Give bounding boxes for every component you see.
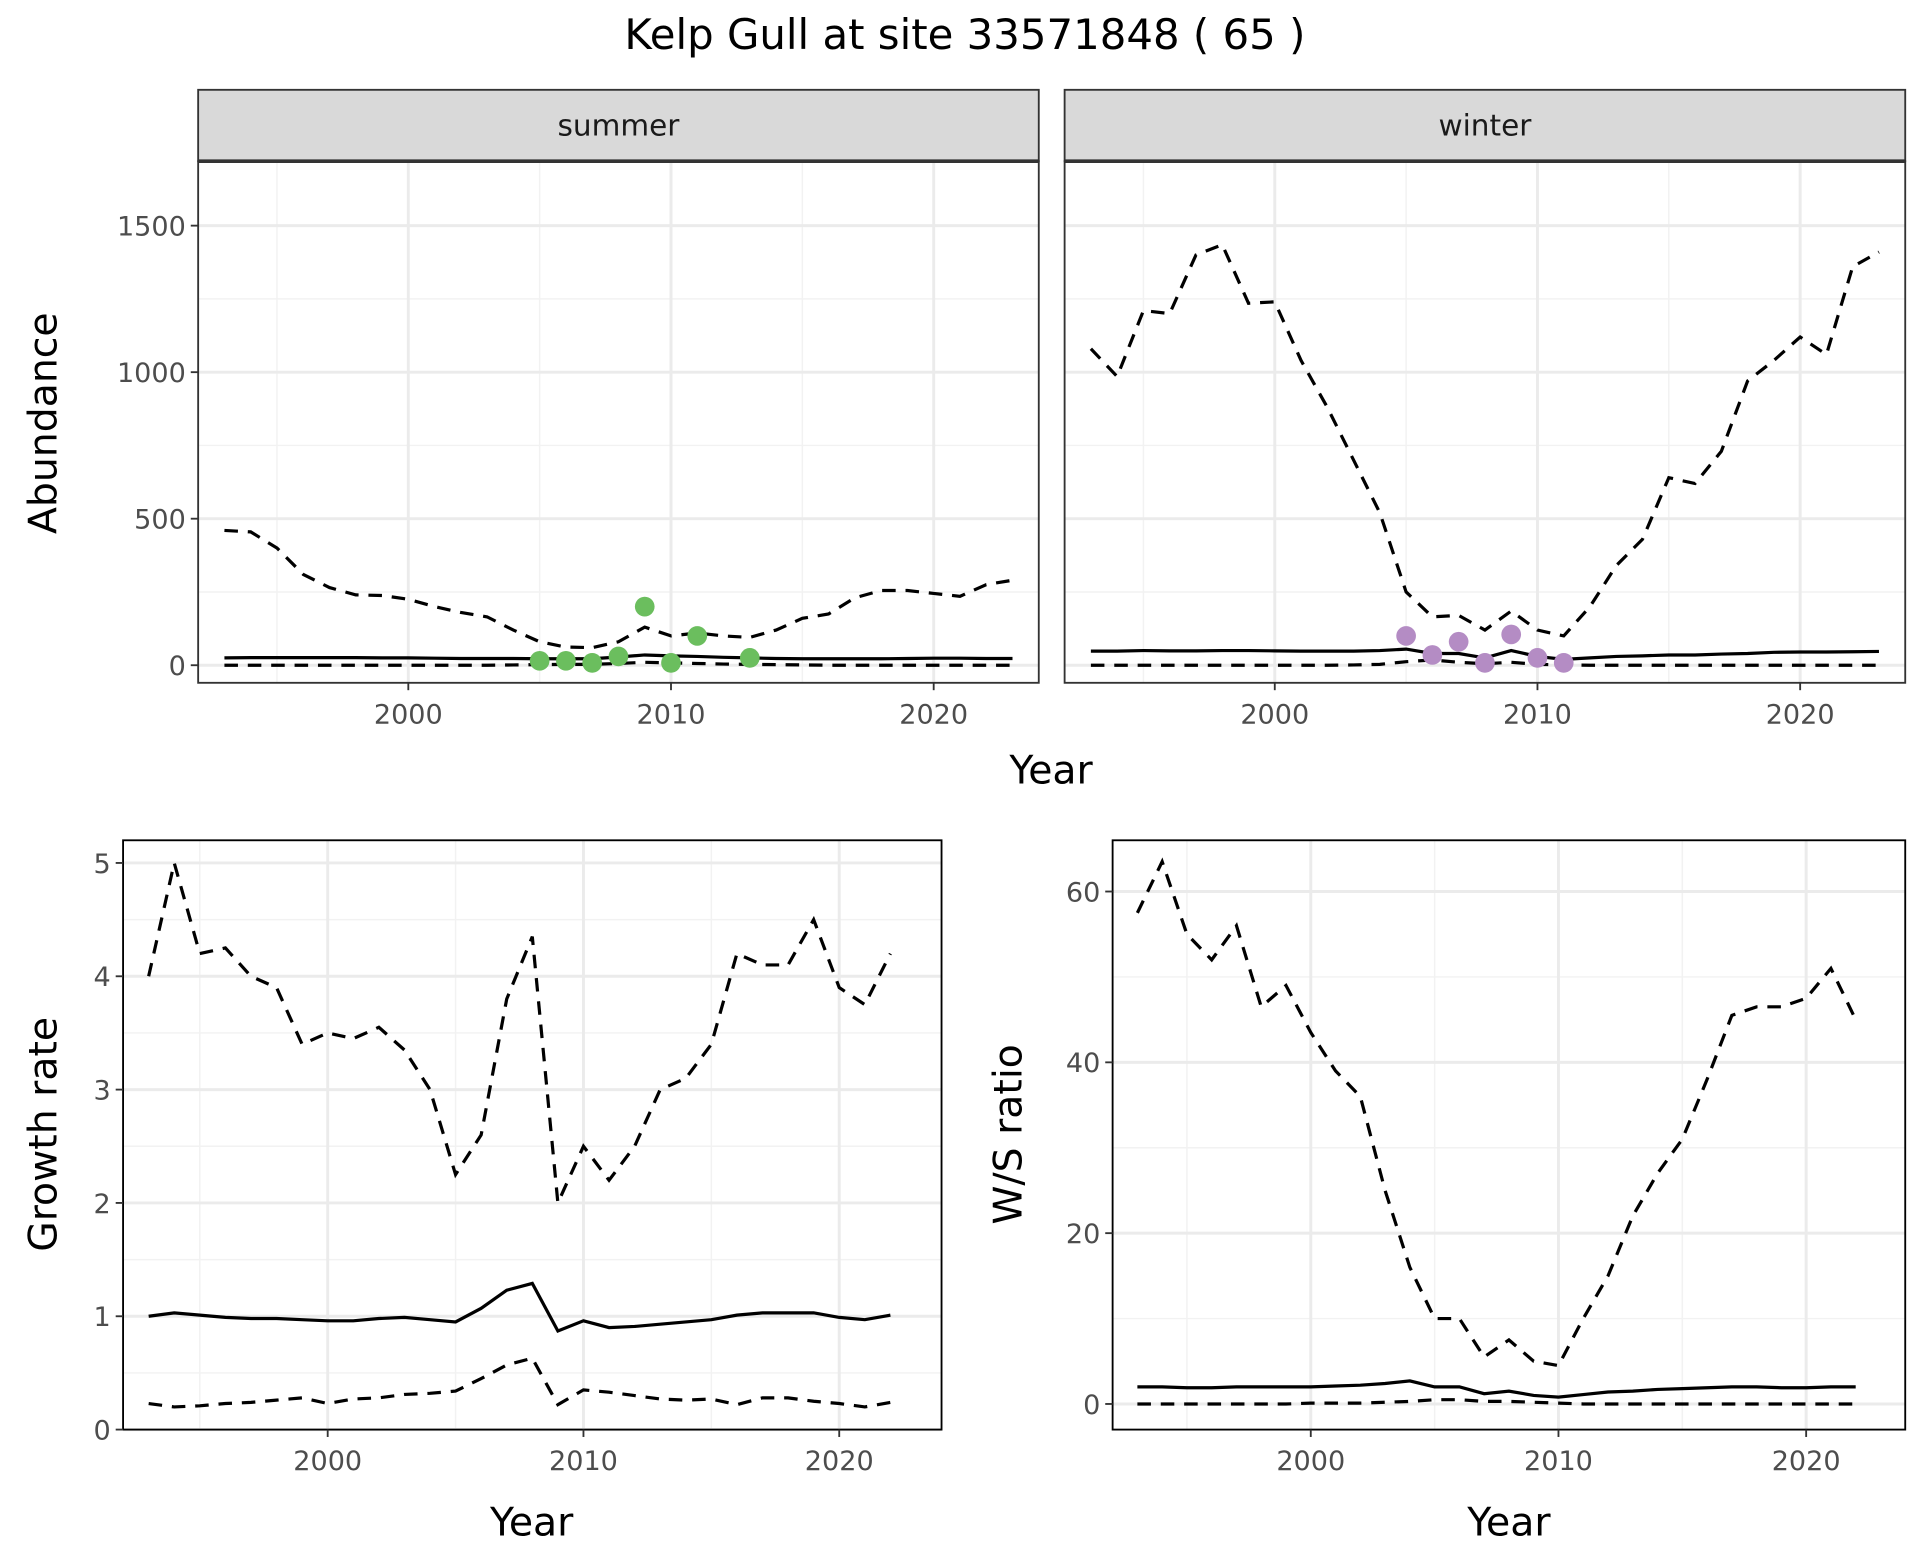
plot-background bbox=[123, 840, 942, 1430]
series-line-dashed-2 bbox=[1090, 658, 1879, 667]
y-tick-label: 0 bbox=[94, 1415, 111, 1446]
plot-background bbox=[198, 161, 1039, 683]
data-point bbox=[582, 653, 603, 673]
panel-border bbox=[122, 839, 943, 1431]
data-point bbox=[556, 650, 576, 671]
y-axis-title-ratio: W/S ratio bbox=[986, 1044, 1032, 1224]
data-point bbox=[1527, 648, 1548, 668]
series-line-dashed-0 bbox=[1089, 242, 1880, 638]
plot-background bbox=[1112, 840, 1906, 1430]
facet-strip bbox=[1063, 88, 1907, 163]
x-tick-label: 2010 bbox=[549, 1446, 618, 1477]
data-point bbox=[661, 653, 681, 673]
y-tick-label: 60 bbox=[1066, 877, 1100, 908]
series-line-solid-1 bbox=[148, 1281, 891, 1334]
panel-border bbox=[1111, 839, 1907, 1431]
x-tick-label: 2000 bbox=[1240, 699, 1309, 730]
data-point bbox=[1448, 631, 1469, 652]
series-line-dashed-2 bbox=[1137, 1398, 1856, 1406]
x-tick-label: 2010 bbox=[1524, 1446, 1593, 1477]
panel-summer: summer 2000 2010 2020 0 500 1000 1500 bbox=[117, 88, 1040, 730]
data-point bbox=[739, 648, 760, 668]
x-axis-title-top: Year bbox=[1008, 748, 1093, 794]
x-axis-title-growth: Year bbox=[489, 1499, 574, 1545]
data-point bbox=[1501, 624, 1522, 645]
series-line-dashed-0 bbox=[1135, 857, 1858, 1368]
figure-title: Kelp Gull at site 33571848 ( 65 ) bbox=[624, 10, 1305, 59]
panel-ws-ratio: 2000 2010 2020 0 20 40 60 bbox=[1066, 839, 1907, 1477]
y-tick-label: 2 bbox=[94, 1189, 111, 1220]
x-tick-label: 2020 bbox=[1766, 699, 1835, 730]
x-axis-title-ratio: Year bbox=[1466, 1499, 1551, 1545]
y-tick-label: 3 bbox=[94, 1075, 111, 1106]
y-tick-label: 0 bbox=[169, 651, 186, 682]
x-tick-label: 2010 bbox=[1503, 699, 1572, 730]
y-tick-label: 40 bbox=[1066, 1048, 1100, 1079]
y-tick-label: 1500 bbox=[117, 211, 186, 242]
facet-strip bbox=[197, 88, 1040, 163]
x-tick-label: 2020 bbox=[899, 699, 968, 730]
data-point bbox=[608, 646, 629, 667]
panel-winter: winter 2000 2010 2020 bbox=[1063, 88, 1907, 730]
y-tick-label: 4 bbox=[94, 962, 111, 993]
data-point bbox=[687, 626, 708, 646]
series-line-dashed-2 bbox=[224, 660, 1013, 667]
y-tick-label: 1000 bbox=[117, 358, 186, 389]
facet-label-summer: summer bbox=[558, 108, 681, 142]
data-point bbox=[1475, 653, 1495, 673]
x-tick-label: 2000 bbox=[1276, 1446, 1345, 1477]
y-tick-label: 5 bbox=[94, 849, 111, 880]
y-tick-label: 1 bbox=[94, 1302, 111, 1333]
data-point bbox=[1553, 653, 1574, 673]
data-point bbox=[1396, 626, 1416, 646]
series-line-dashed-0 bbox=[224, 528, 1013, 650]
x-tick-label: 2020 bbox=[805, 1446, 874, 1477]
panel-growth-rate: 2000 2010 2020 0 1 2 3 4 5 bbox=[94, 839, 943, 1477]
data-point bbox=[529, 650, 550, 671]
x-tick-label: 2020 bbox=[1772, 1446, 1841, 1477]
y-tick-label: 20 bbox=[1066, 1219, 1100, 1250]
x-tick-label: 2010 bbox=[637, 699, 706, 730]
series-line-solid-1 bbox=[1137, 1379, 1856, 1399]
x-tick-label: 2000 bbox=[374, 699, 443, 730]
y-tick-label: 500 bbox=[134, 505, 186, 536]
series-line-dashed-2 bbox=[148, 1356, 891, 1409]
y-axis-title-growth: Growth rate bbox=[21, 1017, 67, 1252]
data-point bbox=[1422, 645, 1443, 665]
data-point bbox=[634, 596, 655, 617]
y-axis-title-abundance: Abundance bbox=[21, 312, 67, 534]
facet-label-winter: winter bbox=[1438, 108, 1532, 142]
plot-background bbox=[1064, 161, 1906, 683]
series-line-dashed-0 bbox=[147, 862, 892, 1210]
y-tick-label: 0 bbox=[1083, 1390, 1100, 1421]
x-tick-label: 2000 bbox=[293, 1446, 362, 1477]
